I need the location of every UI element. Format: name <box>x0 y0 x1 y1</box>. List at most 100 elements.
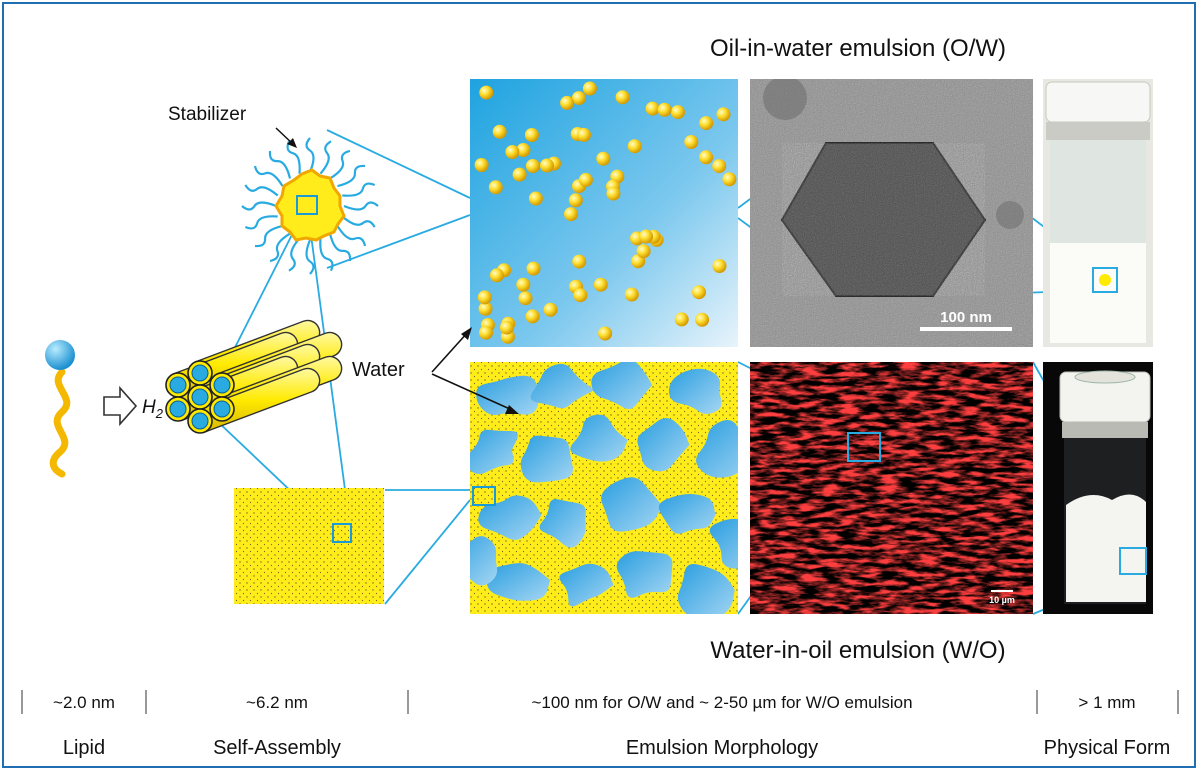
oil-droplet <box>712 259 727 273</box>
oil-droplet <box>525 309 540 324</box>
oil-droplet <box>492 124 507 139</box>
stabilizer-tail <box>286 140 301 174</box>
oil-droplet <box>571 91 586 106</box>
oil-droplet <box>695 312 710 327</box>
lipid-tail <box>49 368 71 478</box>
oil-droplet <box>540 158 554 173</box>
water-domain <box>530 363 595 409</box>
oil-droplet <box>674 312 689 327</box>
oil-droplet <box>627 139 642 154</box>
category-lipid: Lipid <box>63 737 105 759</box>
oil-droplet <box>684 135 699 149</box>
category-self-assembly: Self-Assembly <box>213 737 341 759</box>
oil-in-water-vial-photo <box>1043 79 1153 347</box>
scale-self-assembly: ~6.2 nm <box>246 693 308 712</box>
water-domain <box>637 418 690 472</box>
vial-gel-zoom-box <box>1119 547 1147 575</box>
oil-droplet <box>560 95 575 110</box>
scale-row-dividers <box>21 690 1179 714</box>
oil-in-water-schematic <box>470 79 738 347</box>
stabilizer-tail <box>319 140 332 175</box>
water-domain <box>470 536 498 586</box>
oil-droplet <box>499 320 514 335</box>
stabilizer-tail <box>343 201 379 211</box>
stabilizer-tail <box>305 239 315 275</box>
oil-droplet <box>489 268 504 283</box>
oil-droplet <box>582 81 597 96</box>
wo-zoom-box <box>472 486 496 506</box>
category-emulsion-morphology: Emulsion Morphology <box>626 737 818 759</box>
water-domain <box>478 495 542 540</box>
stabilizer-tail <box>254 224 283 248</box>
oil-droplet <box>578 172 593 187</box>
cylinder-water-channel <box>169 376 187 394</box>
confocal-micrograph: 10 µm <box>750 362 1033 614</box>
water-domain <box>476 375 541 416</box>
water-domain <box>570 414 628 462</box>
water-domain <box>539 499 586 548</box>
transition-arrow-icon <box>103 385 138 427</box>
water-domain <box>696 420 738 478</box>
cylinder-water-channel <box>213 400 231 418</box>
stabilizer-arrowhead-icon <box>287 138 297 148</box>
cylinder-water-channel <box>191 388 209 406</box>
oil-droplet <box>722 172 737 187</box>
lipid-molecule <box>45 340 75 478</box>
scale-lipid: ~2.0 nm <box>53 693 115 712</box>
water-label: Water <box>352 359 405 381</box>
water-pointer-down <box>431 373 513 411</box>
scale-physical: > 1 mm <box>1078 693 1135 712</box>
oil-droplet <box>577 127 591 142</box>
oil-droplet <box>593 277 608 292</box>
scale-emulsion: ~100 nm for O/W and ~ 2-50 µm for W/O em… <box>531 693 912 712</box>
water-domain <box>668 368 722 415</box>
h2-label: H2 <box>142 397 164 421</box>
gel-dotted-square <box>234 488 384 604</box>
cylinder-water-channel <box>191 412 209 430</box>
oil-droplet <box>598 326 613 341</box>
oil-droplet <box>479 85 494 100</box>
water-arrowhead-up-icon <box>461 327 472 340</box>
oil-droplet <box>525 159 540 173</box>
stabilizer-tail <box>328 233 352 262</box>
lipid-head <box>45 340 75 370</box>
stabilizer-tail <box>253 165 284 187</box>
stabilizer-tail <box>336 225 367 247</box>
oil-droplet <box>564 207 578 222</box>
water-in-oil-schematic <box>470 362 738 614</box>
oil-droplet <box>479 325 493 340</box>
oil-droplet <box>645 101 660 116</box>
water-domain <box>709 518 738 569</box>
oil-droplet <box>606 186 621 201</box>
water-arrowhead-down-icon <box>505 405 519 414</box>
stabilizer-tail <box>268 150 292 179</box>
oil-droplet <box>526 261 541 276</box>
confocal-scalebar-label: 10 µm <box>989 595 1015 605</box>
cylinder-water-channel <box>169 400 187 418</box>
oil-droplet <box>716 107 731 122</box>
hexagonal-cylinder-bundle <box>165 319 343 434</box>
oil-droplet <box>712 159 727 174</box>
vial-zoom-box <box>1092 267 1118 293</box>
oil-droplet <box>624 287 639 302</box>
oil-droplet <box>639 229 654 244</box>
oil-droplet <box>543 302 558 317</box>
stabilizer-tail <box>341 215 376 228</box>
stabilizer-tail <box>269 232 291 263</box>
oil-droplet <box>474 158 489 172</box>
stabilizer-tail <box>342 182 376 197</box>
tem-scalebar <box>920 327 1012 331</box>
stabilizer-tail <box>244 184 279 197</box>
oil-droplet <box>596 151 611 166</box>
oil-droplet <box>478 301 493 316</box>
tem-micrograph: 100 nm <box>750 79 1033 347</box>
oil-droplet <box>692 285 706 300</box>
oil-droplet <box>512 167 527 182</box>
stabilizer-tail <box>337 164 366 188</box>
oil-droplet <box>657 102 672 117</box>
oil-droplet <box>516 277 531 292</box>
oil-droplet <box>615 90 630 105</box>
water-domain <box>591 362 653 410</box>
